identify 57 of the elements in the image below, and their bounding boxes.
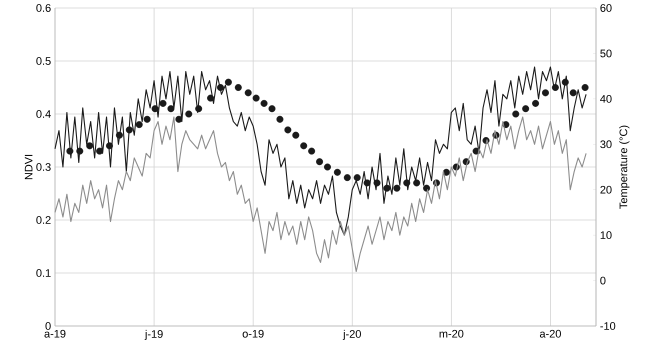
- point: [324, 164, 331, 170]
- y-tick-label: 0: [45, 322, 51, 330]
- point: [354, 174, 361, 182]
- y2-tick-label: 10: [600, 231, 612, 240]
- point: [334, 168, 341, 176]
- y2-tick-label: 40: [600, 94, 612, 103]
- point: [144, 116, 151, 123]
- point: [252, 94, 260, 102]
- point: [423, 184, 430, 192]
- y-axis-title: NDVI: [24, 154, 32, 180]
- y2-tick-label: -10: [600, 322, 616, 330]
- y2-tick-label: 0: [600, 276, 606, 284]
- y2-tick-label: 20: [600, 186, 612, 194]
- point: [224, 78, 232, 86]
- point: [300, 142, 308, 150]
- point: [268, 105, 276, 112]
- y-tick-label: 0.1: [36, 269, 51, 277]
- y-tick-label: 0.3: [36, 163, 51, 171]
- point: [260, 100, 268, 107]
- y2-tick-label: 30: [600, 140, 612, 148]
- point: [512, 110, 520, 118]
- point: [185, 110, 192, 118]
- point: [522, 105, 530, 112]
- point: [244, 89, 252, 96]
- point: [344, 174, 351, 182]
- point: [292, 132, 300, 139]
- y-tick-label: 0.5: [36, 57, 51, 65]
- point: [136, 121, 143, 128]
- y2-tick-label: 50: [600, 50, 612, 58]
- y2-tick-label: 60: [600, 4, 612, 12]
- x-tick-label: o-19: [242, 330, 264, 338]
- point: [160, 100, 166, 107]
- point: [542, 89, 549, 96]
- x-tick-label: a-19: [44, 330, 66, 338]
- point: [316, 158, 324, 166]
- point: [96, 148, 104, 155]
- y-tick-label: 0.2: [36, 216, 51, 224]
- point: [532, 100, 540, 107]
- y-tick-label: 0.6: [36, 4, 51, 12]
- x-tick-label: j-20: [342, 330, 361, 340]
- point: [582, 84, 589, 91]
- point: [308, 148, 316, 155]
- point: [276, 116, 284, 123]
- point: [234, 84, 242, 91]
- point: [393, 184, 400, 192]
- point: [413, 179, 420, 186]
- point: [570, 89, 577, 96]
- line-series: [54, 66, 587, 236]
- y2-axis-title: Temperature (°C): [619, 126, 630, 209]
- x-tick-label: j-19: [144, 330, 163, 340]
- point: [86, 142, 94, 150]
- y-tick-label: 0.4: [36, 110, 51, 118]
- point: [175, 116, 182, 123]
- point: [284, 126, 292, 134]
- x-tick-label: m-20: [440, 330, 464, 338]
- point: [167, 105, 174, 112]
- x-tick-label: a-20: [540, 330, 561, 338]
